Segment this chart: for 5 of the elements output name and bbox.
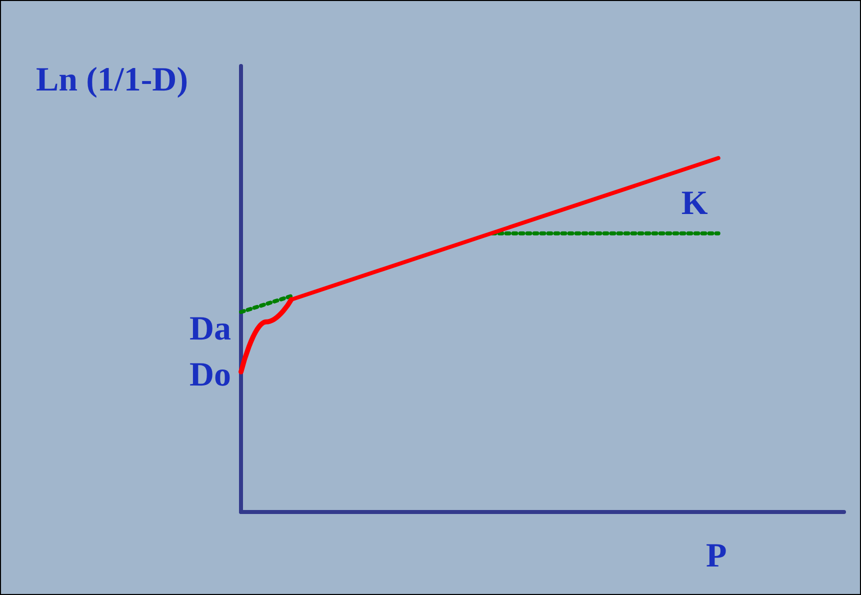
- text: Do: [189, 356, 231, 394]
- y-axis-title: Ln (1/1-D): [36, 62, 188, 98]
- x-axis-title: P: [706, 538, 727, 574]
- series-label: K: [681, 184, 708, 222]
- text: Da: [189, 310, 231, 348]
